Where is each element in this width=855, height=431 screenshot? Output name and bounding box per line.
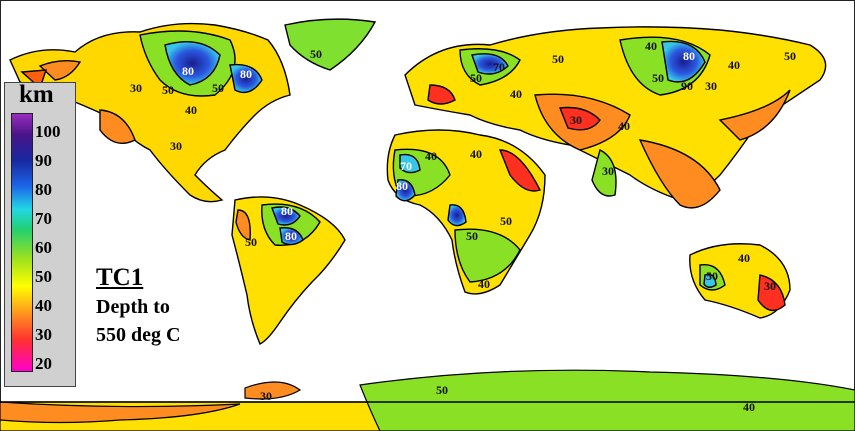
contour-label: 40 — [618, 119, 630, 133]
legend-tick: 60 — [35, 238, 52, 257]
contour-label: 50 — [706, 269, 718, 283]
color-legend: km 100 90 80 70 60 50 40 30 20 — [4, 81, 76, 387]
contour-label: 80 — [683, 49, 695, 63]
contour-label: 50 — [212, 81, 224, 95]
contour-label: 50 — [436, 383, 448, 397]
contour-label: 80 — [281, 204, 293, 218]
contour-label: 40 — [470, 147, 482, 161]
contour-label: 70 — [400, 159, 412, 173]
legend-tick: 70 — [35, 209, 52, 228]
contour-label: 50 — [470, 71, 482, 85]
legend-color-bar — [11, 113, 33, 372]
contour-label: 50 — [784, 49, 796, 63]
north-america-landmass — [9, 22, 291, 203]
contour-label: 80 — [396, 179, 408, 193]
contour-label: 30 — [130, 81, 142, 95]
contour-label: 50 — [500, 214, 512, 228]
map-subtitle-line2: 550 deg C — [96, 324, 181, 346]
contour-label: 40 — [743, 400, 755, 414]
contour-label: 30 — [705, 79, 717, 93]
contour-label: 40 — [738, 251, 750, 265]
contour-label: 50 — [162, 83, 174, 97]
legend-tick: 40 — [35, 296, 52, 315]
contour-label: 30 — [764, 279, 776, 293]
contour-label: 50 — [552, 52, 564, 66]
contour-label: 90 — [681, 79, 693, 93]
contour-label: 80 — [285, 229, 297, 243]
legend-tick: 80 — [35, 180, 52, 199]
legend-tick: 30 — [35, 325, 52, 344]
contour-label: 50 — [652, 71, 664, 85]
legend-tick: 50 — [35, 267, 52, 286]
legend-tick: 100 — [35, 122, 61, 141]
contour-label: 40 — [510, 87, 522, 101]
contour-label: 40 — [425, 149, 437, 163]
eurasia-landmass — [404, 26, 827, 209]
legend-tick: 90 — [35, 151, 52, 170]
contour-label: 50 — [245, 235, 257, 249]
contour-label: 50 — [310, 47, 322, 61]
contour-label: 40 — [185, 103, 197, 117]
map-subtitle-line1: Depth to — [96, 296, 170, 318]
contour-label: 30 — [570, 113, 582, 127]
legend-tick: 20 — [35, 354, 52, 373]
contour-label: 40 — [478, 277, 490, 291]
map-title: TC1 — [96, 264, 144, 291]
contour-label: 30 — [170, 139, 182, 153]
contour-label: 70 — [493, 60, 505, 74]
contour-label: 30 — [260, 389, 272, 403]
contour-label: 40 — [728, 58, 740, 72]
contour-label: 80 — [182, 64, 194, 78]
contour-label: 30 — [602, 164, 614, 178]
legend-unit: km — [19, 81, 54, 108]
contour-label: 50 — [466, 229, 478, 243]
south-america-landmass — [231, 196, 346, 345]
australia-landmass — [689, 243, 791, 319]
contour-label: 80 — [240, 67, 252, 81]
contour-label: 40 — [645, 39, 657, 53]
greenland-landmass — [284, 18, 377, 71]
antarctica-landmass — [0, 369, 855, 431]
africa-landmass — [386, 129, 546, 295]
